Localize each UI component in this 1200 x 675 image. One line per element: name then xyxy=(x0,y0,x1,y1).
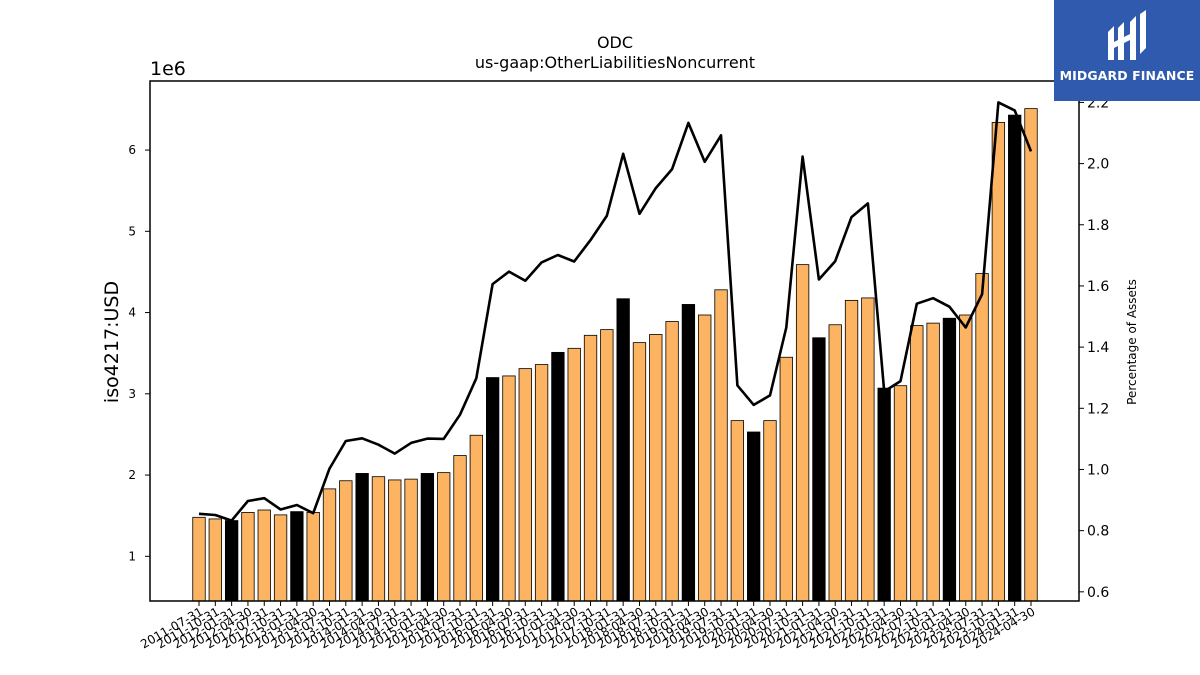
bar-2016-10-31 xyxy=(534,364,549,602)
bar-2020-04-30 xyxy=(763,420,777,602)
y2-axis: 0.60.81.01.21.41.61.82.02.2 xyxy=(1079,95,1109,601)
bar-2023-10-31 xyxy=(991,122,1006,602)
y-offset-label: 1e6 xyxy=(150,58,186,80)
bar-2013-01-31 xyxy=(290,511,304,602)
y-tick-label: 5 xyxy=(128,224,136,238)
bar-2012-07-31 xyxy=(257,509,271,602)
y2-tick-label: 1.0 xyxy=(1087,462,1109,478)
bar-2022-10-31 xyxy=(926,322,940,602)
y-tick-label: 4 xyxy=(128,306,136,320)
bar-2014-04-30 xyxy=(371,476,386,602)
bar-2022-07-31 xyxy=(910,325,924,602)
bar-2013-04-30 xyxy=(306,512,320,602)
bar-2011-10-31 xyxy=(208,518,222,602)
bar-2013-07-31 xyxy=(322,488,337,602)
bar-2017-04-30 xyxy=(567,347,581,602)
percentage-of-assets-line xyxy=(198,101,1033,522)
bar-2018-10-31 xyxy=(665,321,679,602)
logo-text: MIDGARD FINANCE xyxy=(1059,68,1195,83)
bar-2023-07-31 xyxy=(975,273,989,602)
y2-tick-label: 1.6 xyxy=(1087,279,1109,295)
brand-logo: MIDGARD FINANCE xyxy=(1054,0,1200,101)
bar-2021-10-31 xyxy=(861,297,875,602)
bar-2018-04-30 xyxy=(632,342,647,602)
bar-2014-10-31 xyxy=(404,478,418,602)
bar-2012-01-31 xyxy=(224,520,239,602)
bar-2023-01-31 xyxy=(942,317,957,602)
bar-2016-07-31 xyxy=(518,368,532,602)
bar-2016-01-31 xyxy=(485,377,500,602)
bar-2017-07-31 xyxy=(583,334,598,602)
x-axis: 2011-07-312011-10-312012-01-312012-04-30… xyxy=(138,601,1038,651)
bar-2019-01-31 xyxy=(681,304,696,602)
y2-tick-label: 1.2 xyxy=(1087,401,1109,417)
bar-2014-01-31 xyxy=(355,473,369,602)
midgard-logo-icon xyxy=(1108,10,1146,60)
y2-axis-label: Percentage of Assets xyxy=(1125,279,1139,405)
bar-2019-07-31 xyxy=(714,289,728,602)
bar-2024-01-31 xyxy=(1008,114,1022,602)
bar-2014-07-31 xyxy=(388,479,402,602)
bar-2019-04-30 xyxy=(698,314,712,602)
bar-2017-10-31 xyxy=(600,329,614,602)
y-axis-label: iso4217:USD xyxy=(101,281,123,403)
bar-2012-10-31 xyxy=(273,514,288,602)
bar-2015-04-30 xyxy=(437,472,451,602)
y2-tick-label: 2.0 xyxy=(1087,157,1109,173)
bar-2016-04-30 xyxy=(502,375,516,602)
bar-2021-07-31 xyxy=(844,299,859,602)
bar-2015-07-31 xyxy=(453,455,467,602)
bar-2015-10-31 xyxy=(469,434,483,602)
bar-2011-07-31 xyxy=(192,516,206,602)
bar-2017-01-31 xyxy=(551,351,565,602)
bar-2020-01-31 xyxy=(747,431,761,602)
y-axis: 1 2 3 4 5 6 xyxy=(128,143,150,563)
bar-2018-01-31 xyxy=(616,298,630,602)
chart-subtitle: us-gaap:OtherLiabilitiesNoncurrent xyxy=(475,53,755,72)
line-series xyxy=(198,101,1033,522)
bar-2022-01-31 xyxy=(877,387,891,602)
y2-tick-label: 1.8 xyxy=(1087,218,1109,234)
y2-tick-label: 0.6 xyxy=(1087,585,1109,601)
y-tick-label: 3 xyxy=(128,387,136,401)
y2-tick-label: 0.8 xyxy=(1087,524,1109,540)
bar-2020-07-31 xyxy=(779,356,793,602)
bar-2019-10-31 xyxy=(730,420,745,602)
y-tick-label: 1 xyxy=(128,549,136,563)
bar-2021-01-31 xyxy=(812,337,826,602)
y2-tick-label: 1.4 xyxy=(1087,340,1109,356)
bar-2018-07-31 xyxy=(649,334,663,602)
bar-2022-04-30 xyxy=(893,385,908,602)
y-tick-label: 6 xyxy=(128,143,136,157)
y-tick-label: 2 xyxy=(128,468,136,482)
chart-title: ODC xyxy=(597,33,633,52)
bar-2013-10-31 xyxy=(339,480,353,602)
bar-2015-01-31 xyxy=(420,473,435,602)
bar-2024-04-30 xyxy=(1024,108,1038,602)
bar-2012-04-30 xyxy=(241,512,255,602)
bar-2021-04-30 xyxy=(828,324,842,602)
plot-frame xyxy=(149,80,1080,602)
bar-2023-04-30 xyxy=(959,314,973,602)
bar-2020-10-31 xyxy=(795,264,810,602)
